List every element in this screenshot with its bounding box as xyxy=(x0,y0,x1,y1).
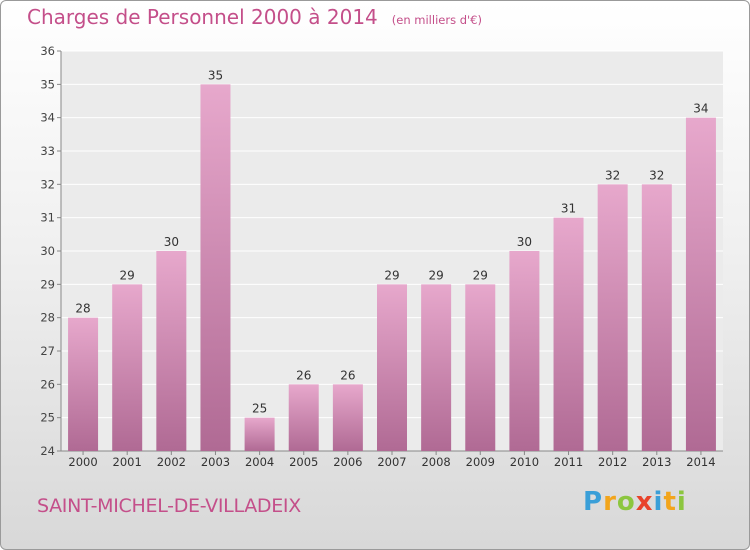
data-label: 29 xyxy=(428,268,443,282)
title-main: Charges de Personnel 2000 à 2014 xyxy=(27,5,378,29)
y-tick-label: 30 xyxy=(40,244,55,258)
x-tick-label: 2014 xyxy=(686,455,715,469)
y-tick-label: 28 xyxy=(40,311,55,325)
y-tick-label: 26 xyxy=(40,377,55,391)
data-label: 30 xyxy=(517,235,532,249)
data-label: 28 xyxy=(75,302,90,316)
data-label: 29 xyxy=(473,268,488,282)
bar xyxy=(200,84,231,451)
y-tick-label: 34 xyxy=(40,111,55,125)
data-label: 31 xyxy=(561,202,576,216)
data-label: 32 xyxy=(605,168,620,182)
data-label: 26 xyxy=(340,368,355,382)
bar xyxy=(509,251,540,451)
city-name: SAINT-MICHEL-DE-VILLADEIX xyxy=(37,495,301,517)
y-tick-label: 32 xyxy=(40,177,55,191)
data-label: 29 xyxy=(384,268,399,282)
data-label: 30 xyxy=(164,235,179,249)
data-label: 25 xyxy=(252,402,267,416)
logo-letter: i xyxy=(676,487,687,517)
data-label: 34 xyxy=(693,102,708,116)
y-tick-label: 25 xyxy=(40,411,55,425)
bar xyxy=(421,284,452,451)
x-tick-label: 2007 xyxy=(377,455,406,469)
x-tick-label: 2004 xyxy=(245,455,274,469)
x-tick-label: 2005 xyxy=(289,455,318,469)
y-tick-label: 36 xyxy=(40,44,55,58)
bar xyxy=(553,217,584,451)
data-label: 29 xyxy=(120,268,135,282)
chart-title: Charges de Personnel 2000 à 2014 (en mill… xyxy=(27,5,482,29)
x-tick-label: 2001 xyxy=(113,455,142,469)
x-tick-label: 2011 xyxy=(554,455,583,469)
bar xyxy=(465,284,496,451)
bar xyxy=(685,117,716,452)
x-tick-label: 2009 xyxy=(466,455,495,469)
x-tick-label: 2002 xyxy=(157,455,186,469)
y-tick-label: 24 xyxy=(40,444,55,458)
x-tick-label: 2012 xyxy=(598,455,627,469)
logo-letter: x xyxy=(635,487,654,517)
bar xyxy=(641,184,672,452)
data-label: 32 xyxy=(649,168,664,182)
y-tick-label: 29 xyxy=(40,277,55,291)
logo-letter: i xyxy=(653,487,664,517)
bar xyxy=(244,417,275,451)
logo-letter: P xyxy=(583,487,604,517)
y-tick-label: 27 xyxy=(40,344,55,358)
logo-letter: t xyxy=(663,487,677,517)
x-tick-label: 2010 xyxy=(510,455,539,469)
logo-letter: o xyxy=(616,487,636,517)
x-tick-label: 2006 xyxy=(333,455,362,469)
bar xyxy=(68,317,99,451)
x-tick-label: 2000 xyxy=(68,455,97,469)
bar xyxy=(112,284,143,451)
y-tick-label: 33 xyxy=(40,144,55,158)
x-tick-label: 2003 xyxy=(201,455,230,469)
proxiti-logo: Proxiti xyxy=(583,487,687,517)
data-label: 26 xyxy=(296,368,311,382)
y-tick-label: 35 xyxy=(40,77,55,91)
bar xyxy=(332,384,363,451)
x-tick-label: 2013 xyxy=(642,455,671,469)
bar xyxy=(377,284,407,451)
bar xyxy=(597,184,628,452)
x-tick-label: 2008 xyxy=(421,455,450,469)
title-unit: (en milliers d'€) xyxy=(391,13,482,27)
data-label: 35 xyxy=(208,68,223,82)
logo-letter: r xyxy=(603,487,617,517)
bar xyxy=(288,384,319,451)
y-tick-label: 31 xyxy=(40,211,55,225)
bar xyxy=(156,251,187,451)
